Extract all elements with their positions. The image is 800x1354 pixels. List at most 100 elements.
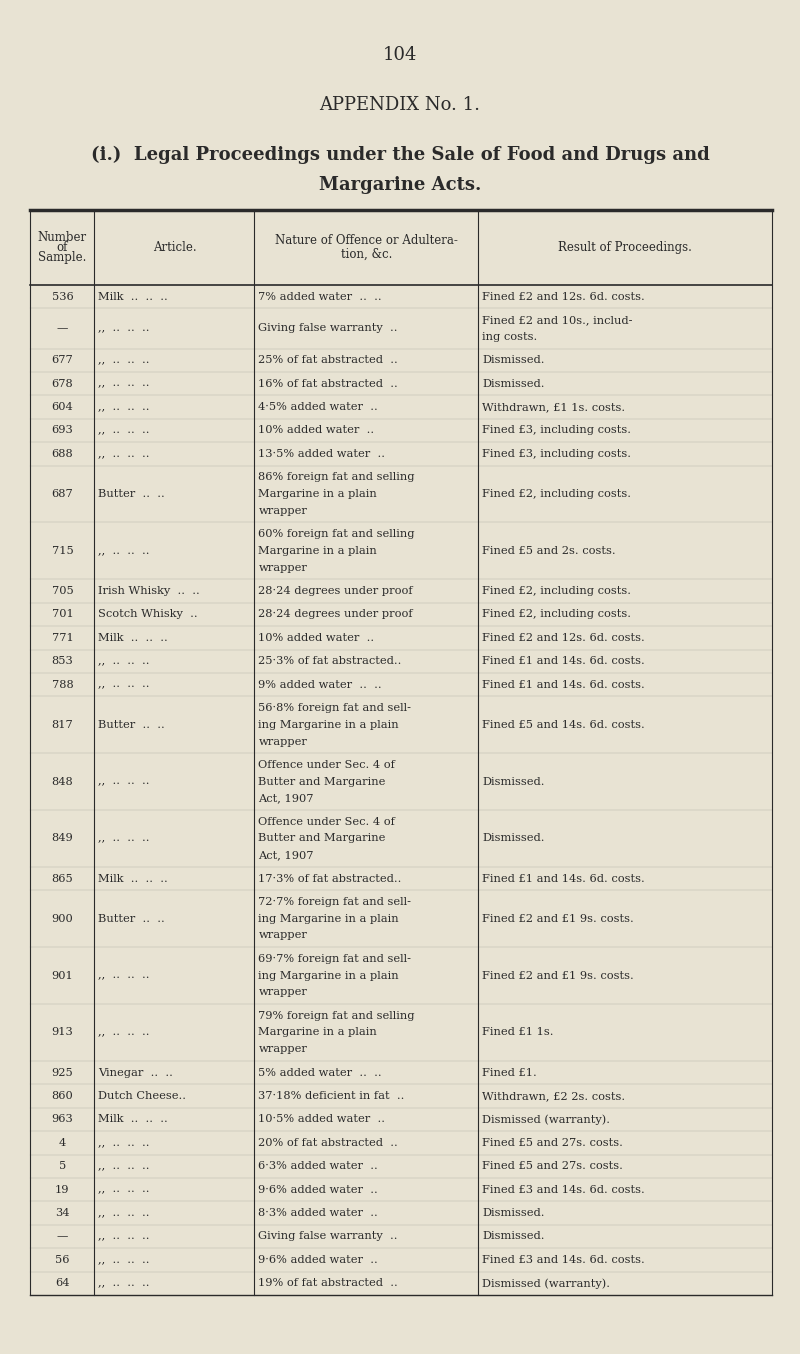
Text: Fined £1 and 14s. 6d. costs.: Fined £1 and 14s. 6d. costs. [482,657,645,666]
Text: Fined £3 and 14s. 6d. costs.: Fined £3 and 14s. 6d. costs. [482,1185,645,1194]
Text: ,,  ..  ..  ..: ,, .. .. .. [98,379,150,389]
Text: Milk  ..  ..  ..: Milk .. .. .. [98,1114,168,1124]
Text: 771: 771 [51,632,74,643]
Text: Article.: Article. [153,241,196,255]
Text: Act, 1907: Act, 1907 [258,850,314,860]
Text: Fined £5 and 14s. 6d. costs.: Fined £5 and 14s. 6d. costs. [482,720,645,730]
Text: 4·5% added water  ..: 4·5% added water .. [258,402,378,412]
Text: Dismissed.: Dismissed. [482,355,545,366]
Text: ,,  ..  ..  ..: ,, .. .. .. [98,657,150,666]
Text: Dismissed.: Dismissed. [482,379,545,389]
Text: 963: 963 [51,1114,74,1124]
Text: Dismissed.: Dismissed. [482,834,545,844]
Text: Fined £3, including costs.: Fined £3, including costs. [482,425,631,436]
Text: 9% added water  ..  ..: 9% added water .. .. [258,680,382,689]
Text: Butter  ..  ..: Butter .. .. [98,914,165,923]
Text: Margarine Acts.: Margarine Acts. [319,176,481,194]
Text: 19: 19 [55,1185,70,1194]
Text: 913: 913 [51,1028,74,1037]
Text: Irish Whisky  ..  ..: Irish Whisky .. .. [98,586,200,596]
Text: ,,  ..  ..  ..: ,, .. .. .. [98,1185,150,1194]
Text: 56: 56 [55,1255,70,1265]
Text: Fined £2 and 12s. 6d. costs.: Fined £2 and 12s. 6d. costs. [482,291,645,302]
Text: 28·24 degrees under proof: 28·24 degrees under proof [258,609,413,619]
Text: ing costs.: ing costs. [482,332,538,341]
Text: 37·18% deficient in fat  ..: 37·18% deficient in fat .. [258,1091,405,1101]
Text: wrapper: wrapper [258,563,307,573]
Text: ,,  ..  ..  ..: ,, .. .. .. [98,971,150,980]
Text: ,,  ..  ..  ..: ,, .. .. .. [98,834,150,844]
Text: wrapper: wrapper [258,737,307,746]
Text: 900: 900 [51,914,74,923]
Text: wrapper: wrapper [258,1044,307,1055]
Text: (i.)  Legal Proceedings under the Sale of Food and Drugs and: (i.) Legal Proceedings under the Sale of… [90,146,710,164]
Text: Scotch Whisky  ..: Scotch Whisky .. [98,609,198,619]
Text: Dismissed (warranty).: Dismissed (warranty). [482,1114,610,1125]
Text: 536: 536 [51,291,74,302]
Text: Number: Number [38,232,87,244]
Text: 60% foreign fat and selling: 60% foreign fat and selling [258,529,415,539]
Text: 7% added water  ..  ..: 7% added water .. .. [258,291,382,302]
Text: 860: 860 [51,1091,74,1101]
Text: ,,  ..  ..  ..: ,, .. .. .. [98,425,150,436]
Text: Giving false warranty  ..: Giving false warranty .. [258,1232,398,1242]
Text: 853: 853 [51,657,74,666]
Text: Milk  ..  ..  ..: Milk .. .. .. [98,632,168,643]
Text: Result of Proceedings.: Result of Proceedings. [558,241,692,255]
Text: ,,  ..  ..  ..: ,, .. .. .. [98,324,150,333]
Text: 4: 4 [58,1137,66,1148]
Text: 5% added water  ..  ..: 5% added water .. .. [258,1067,382,1078]
Text: Dutch Cheese..: Dutch Cheese.. [98,1091,186,1101]
Text: 687: 687 [51,489,74,500]
Text: Fined £2, including costs.: Fined £2, including costs. [482,586,631,596]
Text: 10% added water  ..: 10% added water .. [258,425,374,436]
Text: wrapper: wrapper [258,930,307,941]
Text: 901: 901 [51,971,74,980]
Text: —: — [57,324,68,333]
Text: 848: 848 [51,777,74,787]
Text: 104: 104 [383,46,417,64]
Text: 817: 817 [51,720,74,730]
Text: ing Margarine in a plain: ing Margarine in a plain [258,720,399,730]
Text: 604: 604 [51,402,74,412]
Text: Fined £2 and 10s., includ-: Fined £2 and 10s., includ- [482,315,633,325]
Text: 16% of fat abstracted  ..: 16% of fat abstracted .. [258,379,398,389]
Text: Fined £2 and £1 9s. costs.: Fined £2 and £1 9s. costs. [482,971,634,980]
Text: Fined £1 and 14s. 6d. costs.: Fined £1 and 14s. 6d. costs. [482,873,645,884]
Text: 10% added water  ..: 10% added water .. [258,632,374,643]
Text: ,,  ..  ..  ..: ,, .. .. .. [98,777,150,787]
Text: tion, &c.: tion, &c. [341,248,392,261]
Text: Margarine in a plain: Margarine in a plain [258,546,377,556]
Text: 72·7% foreign fat and sell-: 72·7% foreign fat and sell- [258,898,411,907]
Text: ,,  ..  ..  ..: ,, .. .. .. [98,1028,150,1037]
Text: Margarine in a plain: Margarine in a plain [258,489,377,500]
Text: 715: 715 [51,546,74,556]
Text: Fined £2, including costs.: Fined £2, including costs. [482,489,631,500]
Text: 788: 788 [51,680,74,689]
Text: Fined £1 and 14s. 6d. costs.: Fined £1 and 14s. 6d. costs. [482,680,645,689]
Text: 28·24 degrees under proof: 28·24 degrees under proof [258,586,413,596]
Text: ,,  ..  ..  ..: ,, .. .. .. [98,450,150,459]
Text: Sample.: Sample. [38,250,86,264]
Text: Dismissed.: Dismissed. [482,777,545,787]
Text: Withdrawn, £2 2s. costs.: Withdrawn, £2 2s. costs. [482,1091,626,1101]
Text: Fined £5 and 27s. costs.: Fined £5 and 27s. costs. [482,1137,623,1148]
Text: Fined £2, including costs.: Fined £2, including costs. [482,609,631,619]
Text: Fined £2 and 12s. 6d. costs.: Fined £2 and 12s. 6d. costs. [482,632,645,643]
Text: ,,  ..  ..  ..: ,, .. .. .. [98,1232,150,1242]
Text: Offence under Sec. 4 of: Offence under Sec. 4 of [258,760,395,770]
Text: 17·3% of fat abstracted..: 17·3% of fat abstracted.. [258,873,402,884]
Text: Offence under Sec. 4 of: Offence under Sec. 4 of [258,816,395,827]
Text: 10·5% added water  ..: 10·5% added water .. [258,1114,386,1124]
Text: 25% of fat abstracted  ..: 25% of fat abstracted .. [258,355,398,366]
Text: 79% foreign fat and selling: 79% foreign fat and selling [258,1010,415,1021]
Text: Dismissed.: Dismissed. [482,1232,545,1242]
Text: Milk  ..  ..  ..: Milk .. .. .. [98,291,168,302]
Text: Fined £1.: Fined £1. [482,1067,537,1078]
Text: —: — [57,1232,68,1242]
Text: 56·8% foreign fat and sell-: 56·8% foreign fat and sell- [258,703,411,714]
Text: 925: 925 [51,1067,74,1078]
Text: Fined £5 and 27s. costs.: Fined £5 and 27s. costs. [482,1162,623,1171]
Text: Dismissed.: Dismissed. [482,1208,545,1219]
Text: 5: 5 [58,1162,66,1171]
